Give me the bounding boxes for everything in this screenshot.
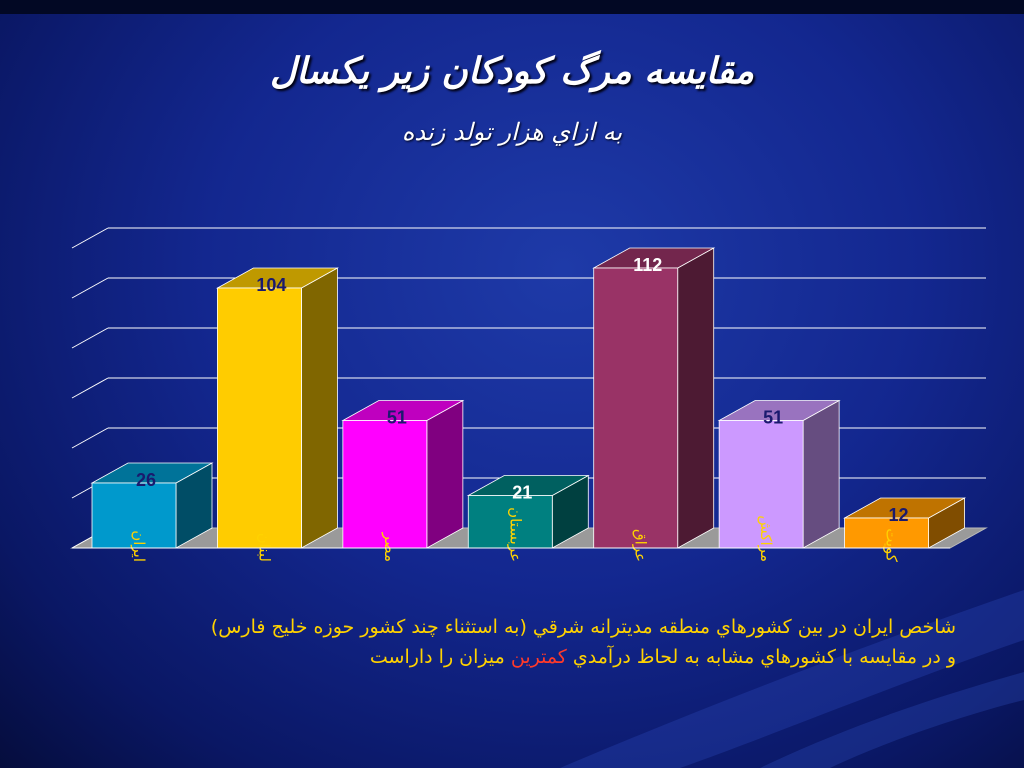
chart-title: مقايسه مرگ کودکان زير يکسال xyxy=(269,50,755,92)
footnote-highlight: کمترين xyxy=(510,646,567,668)
category-label: مصر xyxy=(381,532,399,562)
footnote: شاخص ايران در بين کشورهاي منطقه مديترانه… xyxy=(60,612,956,672)
top-dark-band xyxy=(0,0,1024,14)
gridline-side xyxy=(71,327,109,349)
bar xyxy=(718,420,804,549)
gridline-side xyxy=(71,227,109,249)
data-label: 26 xyxy=(136,470,156,490)
bar xyxy=(467,495,553,549)
data-label: 51 xyxy=(763,408,783,428)
bar xyxy=(217,287,302,549)
footnote-line-2: و در مقايسه با کشورهاي مشابه به لحاظ درآ… xyxy=(60,642,956,672)
category-label: کويت xyxy=(883,528,901,563)
bar-side xyxy=(301,267,338,549)
bar xyxy=(844,517,929,549)
data-label: 104 xyxy=(256,275,286,295)
bar-side xyxy=(426,399,464,549)
bar-side xyxy=(802,399,840,549)
bar-side xyxy=(677,247,715,549)
bar xyxy=(91,482,177,549)
category-label: لبنان xyxy=(255,533,273,562)
data-label: 21 xyxy=(512,483,532,503)
category-label: ايران xyxy=(130,530,148,562)
data-label: 12 xyxy=(889,505,909,525)
footnote-line-2-start: و در مقايسه با کشورهاي مشابه به لحاظ درآ… xyxy=(572,646,956,668)
category-label: عربستان xyxy=(506,507,524,562)
category-label: عراق xyxy=(632,529,650,562)
footnote-line-1: شاخص ايران در بين کشورهاي منطقه مديترانه… xyxy=(210,616,956,638)
gridline-side xyxy=(71,427,109,449)
gridline-side xyxy=(71,277,109,299)
bar xyxy=(593,267,679,549)
gridline-side xyxy=(71,377,109,399)
category-label: مراکش xyxy=(757,515,775,562)
chart-subtitle: به ازاي هزار تولد زنده xyxy=(401,118,623,146)
data-label: 51 xyxy=(387,408,407,428)
data-label: 112 xyxy=(633,255,662,275)
bar xyxy=(342,420,428,549)
footnote-line-2-end: ميزان را داراست xyxy=(369,646,505,668)
